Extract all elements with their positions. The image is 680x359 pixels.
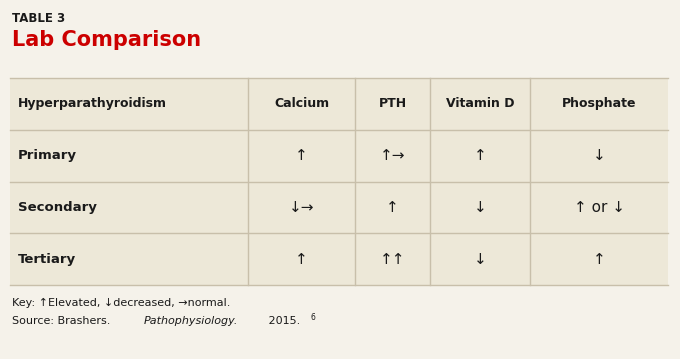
Text: ↑↑: ↑↑ (379, 252, 405, 267)
Text: Hyperparathyroidism: Hyperparathyroidism (18, 97, 167, 110)
Text: ↓: ↓ (474, 252, 486, 267)
Text: Phosphate: Phosphate (562, 97, 636, 110)
Text: Primary: Primary (18, 149, 77, 162)
Text: ↓→: ↓→ (289, 200, 314, 215)
Text: Key: ↑Elevated, ↓decreased, →normal.: Key: ↑Elevated, ↓decreased, →normal. (12, 298, 231, 308)
Text: Source: Brashers.: Source: Brashers. (12, 316, 114, 326)
Text: Pathophysiology.: Pathophysiology. (143, 316, 238, 326)
Text: ↑: ↑ (295, 252, 308, 267)
Text: ↑→: ↑→ (379, 148, 405, 163)
Text: ↓: ↓ (474, 200, 486, 215)
Text: Tertiary: Tertiary (18, 253, 76, 266)
Text: Secondary: Secondary (18, 201, 97, 214)
Text: TABLE 3: TABLE 3 (12, 12, 65, 25)
Text: Vitamin D: Vitamin D (446, 97, 514, 110)
Text: Calcium: Calcium (274, 97, 329, 110)
Bar (10, 78, 668, 285)
Text: 6: 6 (311, 313, 316, 322)
Text: ↑: ↑ (593, 252, 605, 267)
Text: ↑: ↑ (295, 148, 308, 163)
Text: PTH: PTH (379, 97, 407, 110)
Text: ↑: ↑ (474, 148, 486, 163)
Text: Lab Comparison: Lab Comparison (12, 30, 201, 50)
Text: 2015.: 2015. (265, 316, 301, 326)
Text: ↓: ↓ (593, 148, 605, 163)
Text: ↑ or ↓: ↑ or ↓ (573, 200, 624, 215)
Text: ↑: ↑ (386, 200, 399, 215)
